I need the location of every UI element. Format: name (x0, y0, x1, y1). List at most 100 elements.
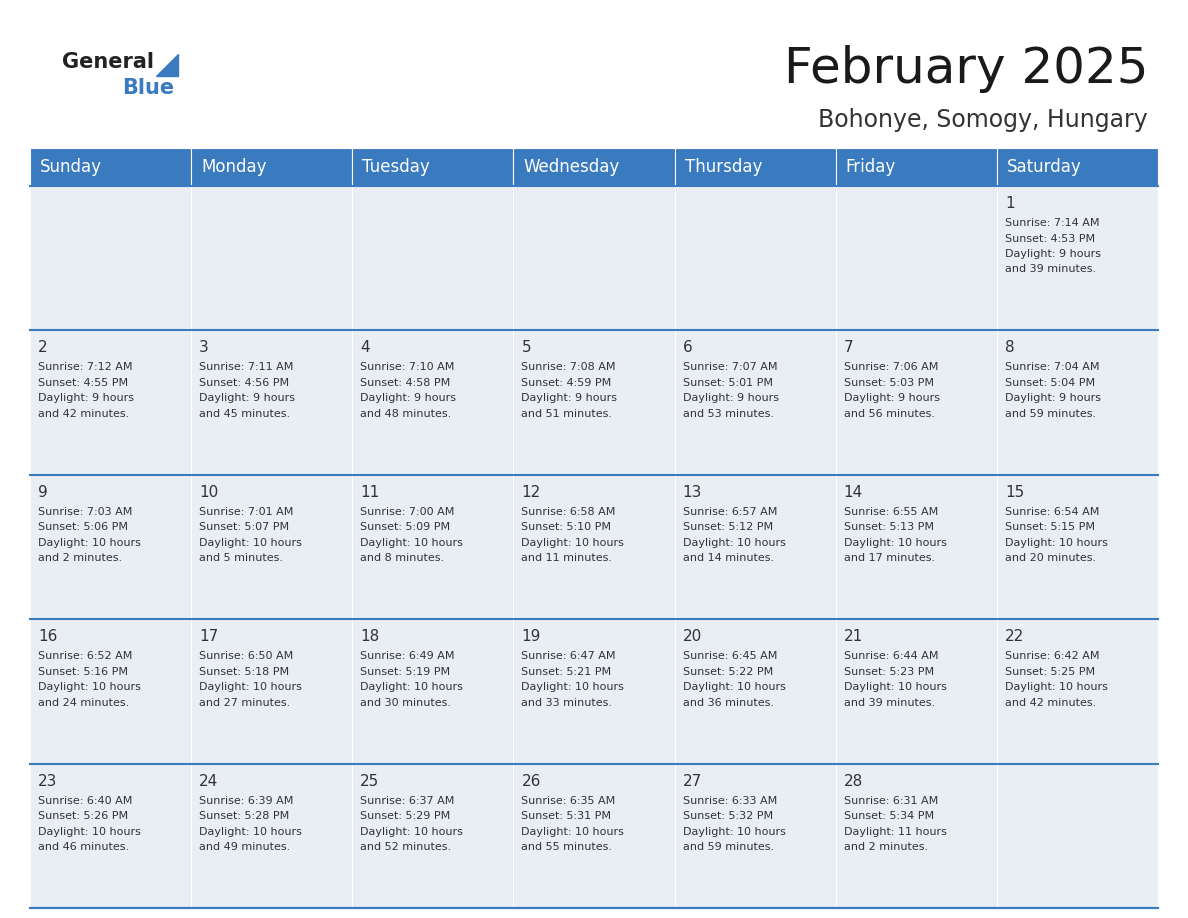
Text: and 59 minutes.: and 59 minutes. (1005, 409, 1097, 419)
Text: Thursday: Thursday (684, 158, 762, 176)
Bar (353, 330, 513, 475)
Text: and 14 minutes.: and 14 minutes. (683, 554, 773, 564)
Text: Sunrise: 6:49 AM: Sunrise: 6:49 AM (360, 651, 455, 661)
Text: Daylight: 10 hours: Daylight: 10 hours (360, 538, 463, 548)
Text: Daylight: 10 hours: Daylight: 10 hours (1005, 682, 1107, 692)
Text: and 39 minutes.: and 39 minutes. (843, 698, 935, 708)
Text: Sunset: 5:06 PM: Sunset: 5:06 PM (38, 522, 128, 532)
Text: Daylight: 10 hours: Daylight: 10 hours (200, 682, 302, 692)
Text: Daylight: 10 hours: Daylight: 10 hours (1005, 538, 1107, 548)
Text: Daylight: 9 hours: Daylight: 9 hours (38, 394, 134, 403)
Text: Sunset: 5:25 PM: Sunset: 5:25 PM (1005, 666, 1095, 677)
Text: 25: 25 (360, 774, 379, 789)
Text: Friday: Friday (846, 158, 896, 176)
Text: and 11 minutes.: and 11 minutes. (522, 554, 613, 564)
Text: Sunrise: 7:08 AM: Sunrise: 7:08 AM (522, 363, 615, 373)
Text: Daylight: 10 hours: Daylight: 10 hours (683, 682, 785, 692)
Text: 2: 2 (38, 341, 48, 355)
Bar (675, 620, 835, 764)
Text: Daylight: 10 hours: Daylight: 10 hours (38, 682, 141, 692)
Bar (191, 330, 353, 475)
Text: Bohonye, Somogy, Hungary: Bohonye, Somogy, Hungary (819, 108, 1148, 132)
Text: 14: 14 (843, 485, 862, 499)
Text: Daylight: 10 hours: Daylight: 10 hours (522, 682, 625, 692)
Text: Daylight: 10 hours: Daylight: 10 hours (200, 538, 302, 548)
Bar (675, 764, 835, 908)
Bar (30, 475, 191, 620)
Bar (513, 186, 675, 330)
Text: Sunset: 5:32 PM: Sunset: 5:32 PM (683, 812, 772, 821)
Text: 15: 15 (1005, 485, 1024, 499)
Text: 5: 5 (522, 341, 531, 355)
Bar (513, 475, 675, 620)
Bar (675, 186, 835, 330)
Text: Sunset: 5:34 PM: Sunset: 5:34 PM (843, 812, 934, 821)
Text: 10: 10 (200, 485, 219, 499)
Text: Sunrise: 7:01 AM: Sunrise: 7:01 AM (200, 507, 293, 517)
Text: and 59 minutes.: and 59 minutes. (683, 842, 773, 852)
Text: and 17 minutes.: and 17 minutes. (843, 554, 935, 564)
Text: Sunset: 5:12 PM: Sunset: 5:12 PM (683, 522, 772, 532)
Text: 28: 28 (843, 774, 862, 789)
Bar (835, 148, 997, 186)
Text: Sunset: 5:15 PM: Sunset: 5:15 PM (1005, 522, 1095, 532)
Text: Sunrise: 7:12 AM: Sunrise: 7:12 AM (38, 363, 133, 373)
Text: Daylight: 10 hours: Daylight: 10 hours (38, 826, 141, 836)
Text: and 42 minutes.: and 42 minutes. (38, 409, 129, 419)
Text: General: General (62, 52, 154, 72)
Text: Sunrise: 6:42 AM: Sunrise: 6:42 AM (1005, 651, 1099, 661)
Text: Sunset: 5:09 PM: Sunset: 5:09 PM (360, 522, 450, 532)
Text: 17: 17 (200, 629, 219, 644)
Bar (675, 148, 835, 186)
Text: Daylight: 9 hours: Daylight: 9 hours (1005, 249, 1101, 259)
Text: Sunrise: 7:00 AM: Sunrise: 7:00 AM (360, 507, 455, 517)
Text: Sunrise: 6:40 AM: Sunrise: 6:40 AM (38, 796, 132, 806)
Text: Daylight: 10 hours: Daylight: 10 hours (843, 538, 947, 548)
Text: 12: 12 (522, 485, 541, 499)
Text: Sunset: 5:19 PM: Sunset: 5:19 PM (360, 666, 450, 677)
Text: Sunrise: 6:54 AM: Sunrise: 6:54 AM (1005, 507, 1099, 517)
Text: 11: 11 (360, 485, 379, 499)
Text: 4: 4 (360, 341, 369, 355)
Text: Sunset: 4:53 PM: Sunset: 4:53 PM (1005, 233, 1095, 243)
Text: 19: 19 (522, 629, 541, 644)
Text: 22: 22 (1005, 629, 1024, 644)
Text: Wednesday: Wednesday (524, 158, 620, 176)
Text: and 49 minutes.: and 49 minutes. (200, 842, 290, 852)
Text: and 20 minutes.: and 20 minutes. (1005, 554, 1097, 564)
Bar (835, 330, 997, 475)
Bar (513, 330, 675, 475)
Text: 21: 21 (843, 629, 862, 644)
Text: 27: 27 (683, 774, 702, 789)
Text: 24: 24 (200, 774, 219, 789)
Bar (191, 186, 353, 330)
Text: Sunset: 5:01 PM: Sunset: 5:01 PM (683, 378, 772, 388)
Text: 20: 20 (683, 629, 702, 644)
Text: Sunrise: 7:04 AM: Sunrise: 7:04 AM (1005, 363, 1099, 373)
Text: Sunrise: 6:31 AM: Sunrise: 6:31 AM (843, 796, 939, 806)
Text: 13: 13 (683, 485, 702, 499)
Text: 26: 26 (522, 774, 541, 789)
Text: Daylight: 11 hours: Daylight: 11 hours (843, 826, 947, 836)
Bar (30, 764, 191, 908)
Text: and 53 minutes.: and 53 minutes. (683, 409, 773, 419)
Bar (353, 148, 513, 186)
Bar (513, 148, 675, 186)
Text: 9: 9 (38, 485, 48, 499)
Bar (353, 475, 513, 620)
Bar (353, 186, 513, 330)
Text: 7: 7 (843, 341, 853, 355)
Text: Sunrise: 7:11 AM: Sunrise: 7:11 AM (200, 363, 293, 373)
Text: Sunset: 4:58 PM: Sunset: 4:58 PM (360, 378, 450, 388)
Text: and 24 minutes.: and 24 minutes. (38, 698, 129, 708)
Text: and 8 minutes.: and 8 minutes. (360, 554, 444, 564)
Bar (30, 148, 191, 186)
Bar (835, 620, 997, 764)
Text: and 45 minutes.: and 45 minutes. (200, 409, 290, 419)
Text: Sunset: 5:31 PM: Sunset: 5:31 PM (522, 812, 612, 821)
Text: Sunrise: 7:06 AM: Sunrise: 7:06 AM (843, 363, 939, 373)
Text: Saturday: Saturday (1007, 158, 1081, 176)
Bar (191, 620, 353, 764)
Bar (30, 330, 191, 475)
Text: and 46 minutes.: and 46 minutes. (38, 842, 129, 852)
